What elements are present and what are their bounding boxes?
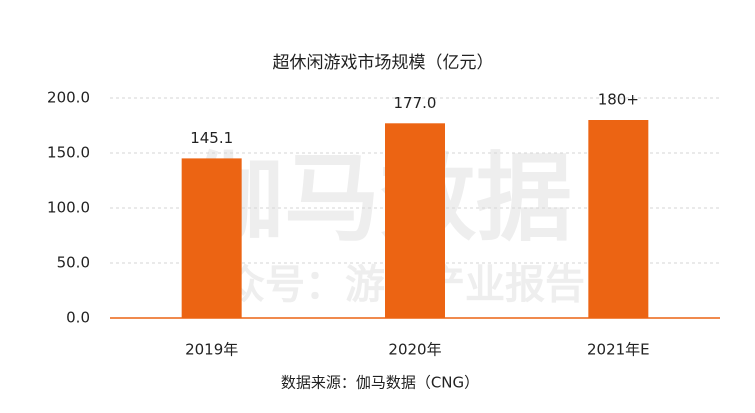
chart-title: 超休闲游戏市场规模（亿元） (273, 53, 494, 73)
x-tick-label: 2020年 (388, 341, 441, 359)
bar (181, 158, 242, 318)
value-label: 180+ (598, 91, 639, 109)
y-tick-label: 0.0 (66, 309, 90, 327)
x-tick-label: 2021年E (587, 341, 650, 359)
watermark: 伽马数据 (188, 142, 572, 254)
y-tick-label: 50.0 (57, 254, 90, 272)
value-label: 177.0 (394, 94, 437, 112)
source-note: 数据来源：伽马数据（CNG） (281, 374, 479, 392)
value-label: 145.1 (190, 129, 233, 147)
bar (588, 120, 649, 318)
y-tick-label: 100.0 (47, 199, 90, 217)
bar (385, 123, 445, 318)
y-tick-label: 150.0 (47, 144, 90, 162)
x-tick-label: 2019年 (185, 341, 238, 359)
y-tick-label: 200.0 (47, 89, 90, 107)
